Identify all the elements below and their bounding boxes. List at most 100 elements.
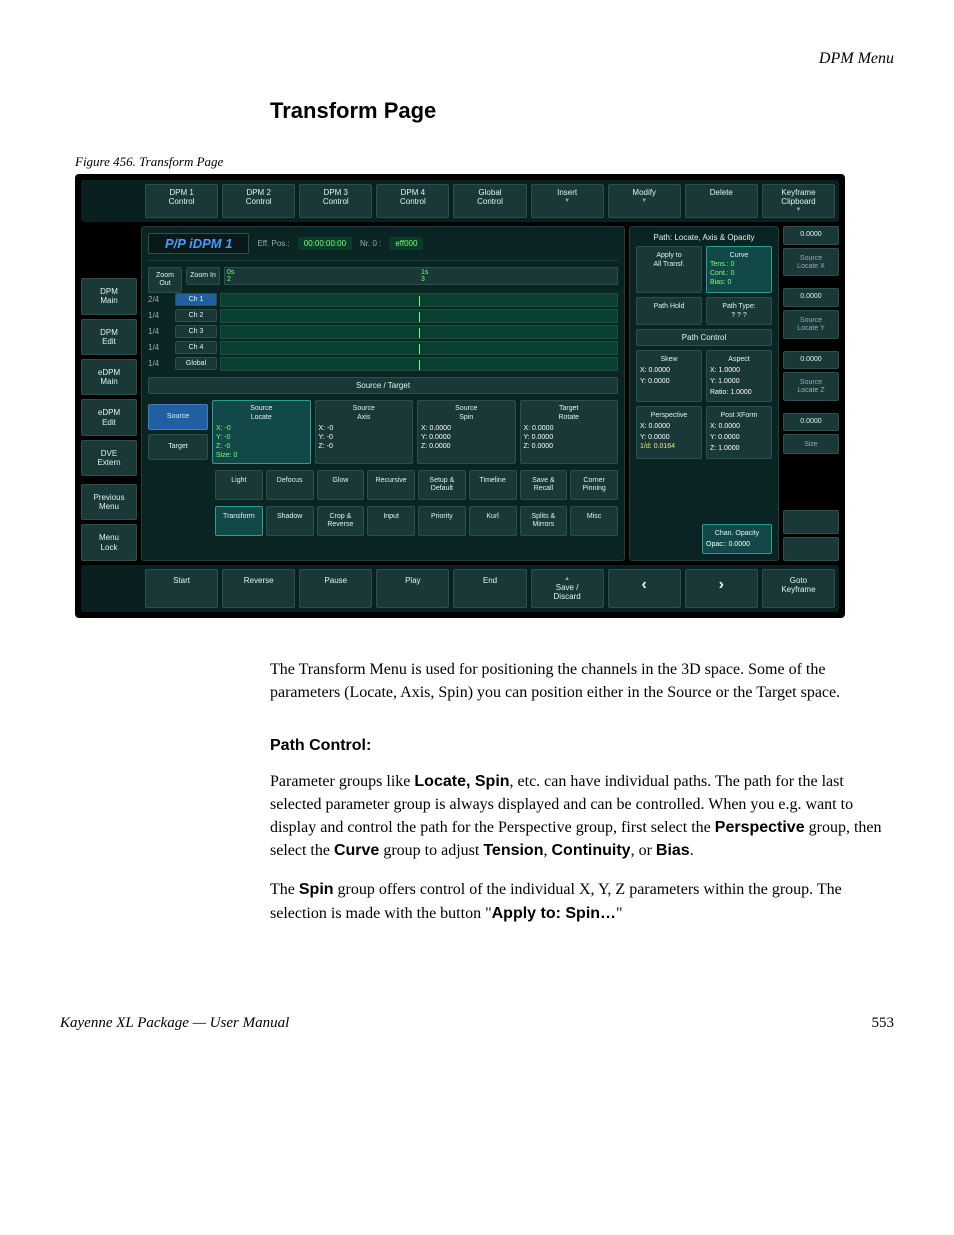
transport-button[interactable]: Pause — [299, 569, 372, 608]
nav-button[interactable]: MenuLock — [81, 524, 137, 560]
mode-button[interactable]: Glow — [317, 470, 365, 500]
path-control-heading: Path Control: — [270, 734, 894, 757]
top-button[interactable]: GlobalControl — [453, 184, 526, 218]
knob-readout[interactable]: 0.0000 — [783, 288, 839, 306]
knob-readout[interactable]: 0.0000 — [783, 413, 839, 431]
param-box[interactable]: SourceLocateX: -0Y: -0Z: -0Size: 0 — [212, 400, 311, 465]
timeline-track[interactable] — [220, 325, 618, 339]
tab-button[interactable]: Crop &Reverse — [317, 506, 365, 536]
right-panel-box[interactable]: AspectX: 1.0000Y: 1.0000Ratio: 1.0000 — [706, 350, 772, 402]
transport-button[interactable]: End — [453, 569, 526, 608]
text-bold: Curve — [334, 842, 379, 859]
transport-button[interactable]: Reverse — [222, 569, 295, 608]
mode-button[interactable]: Recursive — [367, 470, 415, 500]
channel-button[interactable]: Global — [175, 357, 217, 370]
timeline-ruler: 0s 1s 2 3 — [224, 267, 618, 285]
mode-button[interactable]: Timeline — [469, 470, 517, 500]
channel-button[interactable]: Ch 4 — [175, 341, 217, 354]
text: , or — [631, 842, 656, 859]
transport-button[interactable]: Start — [145, 569, 218, 608]
channel-button[interactable]: Ch 1 — [175, 293, 217, 306]
top-button[interactable]: Modify — [608, 184, 681, 218]
st-side-col: Source Target — [148, 400, 208, 465]
nav-button[interactable]: eDPMMain — [81, 359, 137, 395]
knob-value: 0.0000 — [786, 231, 836, 239]
knob-empty — [783, 537, 839, 561]
param-line: X: 0.0000 — [421, 424, 512, 433]
timeline-track[interactable] — [220, 309, 618, 323]
right-panel-box[interactable]: Path Hold — [636, 297, 702, 325]
page-footer: Kayenne XL Package — User Manual 553 — [60, 1015, 894, 1032]
right-panel-box[interactable]: CurveTens.: 0Cont.: 0Bias: 0 — [706, 246, 772, 292]
figure-caption: Figure 456. Transform Page — [75, 154, 894, 170]
knob-readout[interactable]: 0.0000 — [783, 226, 839, 244]
right-panel-box[interactable]: Apply toAll Transf. — [636, 246, 702, 292]
nav-button[interactable]: DPMMain — [81, 278, 137, 314]
right-panel-box[interactable]: PerspectiveX: 0.0000Y: 0.00001/d: 0.0164 — [636, 406, 702, 458]
tab-button[interactable]: Splits &Mirrors — [520, 506, 568, 536]
knob-label-box: Size — [783, 434, 839, 454]
next-keyframe-button[interactable]: › — [685, 569, 758, 608]
param-line: Ratio: 1.0000 — [710, 388, 768, 397]
timeline-track[interactable] — [220, 341, 618, 355]
tab-button[interactable]: Shadow — [266, 506, 314, 536]
param-line: Y: 0.0000 — [421, 433, 512, 442]
tab-button[interactable]: Misc — [570, 506, 618, 536]
param-line: X: -0 — [319, 424, 410, 433]
zoom-column: Zoom Out — [148, 267, 182, 292]
mode-button[interactable]: Setup &Default — [418, 470, 466, 500]
path-paragraph-1: Parameter groups like Locate, Spin, etc.… — [270, 770, 894, 863]
top-button[interactable]: DPM 3Control — [299, 184, 372, 218]
right-panel-box[interactable]: Path Type:? ? ? — [706, 297, 772, 325]
button-row-1: LightDefocusGlowRecursiveSetup &DefaultT… — [148, 470, 618, 500]
zoom-column-2: Zoom In — [186, 267, 220, 292]
param-line: Y: 0.0000 — [710, 433, 768, 442]
source-target-bar: Source / Target — [148, 377, 618, 394]
param-box[interactable]: TargetRotateX: 0.0000Y: 0.0000Z: 0.0000 — [520, 400, 619, 465]
top-button[interactable]: KeyframeClipboard — [762, 184, 835, 218]
channel-button[interactable]: Ch 2 — [175, 309, 217, 322]
source-target-button[interactable]: Target — [148, 434, 208, 460]
panel-title: P/P iDPM 1 — [148, 233, 249, 254]
nav-button[interactable]: eDPMEdit — [81, 399, 137, 435]
transport-button[interactable]: Play — [376, 569, 449, 608]
top-button[interactable]: Delete — [685, 184, 758, 218]
nav-button[interactable]: DVEExtern — [81, 440, 137, 476]
mode-button[interactable]: Light — [215, 470, 263, 500]
zoom-in-button[interactable]: Zoom In — [186, 267, 220, 285]
mode-button[interactable]: Defocus — [266, 470, 314, 500]
timeline-row: 1/4Global — [148, 357, 618, 371]
nav-button[interactable]: PreviousMenu — [81, 484, 137, 520]
top-button[interactable]: DPM 1Control — [145, 184, 218, 218]
text: The — [270, 881, 299, 898]
timeline-row: 1/4Ch 2 — [148, 309, 618, 323]
top-button[interactable]: DPM 4Control — [376, 184, 449, 218]
right-panel-box[interactable]: SkewX: 0.0000Y: 0.0000 — [636, 350, 702, 402]
top-button[interactable]: Insert — [531, 184, 604, 218]
knob-label: SourceLocate Y — [786, 317, 836, 334]
right-panel-title: Path: Locate, Axis & Opacity — [636, 233, 772, 242]
param-line: X: 1.0000 — [710, 366, 768, 375]
zoom-out-button[interactable]: Zoom Out — [148, 267, 182, 292]
tab-button[interactable]: Input — [367, 506, 415, 536]
param-line: Tens.: 0 — [710, 260, 768, 269]
tab-button[interactable]: Priority — [418, 506, 466, 536]
timeline-track[interactable] — [220, 293, 618, 307]
source-target-button[interactable]: Source — [148, 404, 208, 430]
param-box[interactable]: SourceSpinX: 0.0000Y: 0.0000Z: 0.0000 — [417, 400, 516, 465]
right-panel-box[interactable]: Chan. OpacityOpac:: 0.0000 — [702, 524, 772, 554]
prev-keyframe-button[interactable]: ‹ — [608, 569, 681, 608]
right-panel-box[interactable]: Post XFormX: 0.0000Y: 0.0000Z: 1.0000 — [706, 406, 772, 458]
save-discard-button[interactable]: Save /Discard — [531, 569, 604, 608]
tab-button[interactable]: Transform — [215, 506, 263, 536]
nav-button[interactable]: DPMEdit — [81, 319, 137, 355]
knob-readout[interactable]: 0.0000 — [783, 351, 839, 369]
tab-button[interactable]: Kurl — [469, 506, 517, 536]
mode-button[interactable]: CornerPinning — [570, 470, 618, 500]
mode-button[interactable]: Save &Recall — [520, 470, 568, 500]
goto-keyframe-button[interactable]: GotoKeyframe — [762, 569, 835, 608]
timeline-track[interactable] — [220, 357, 618, 371]
param-box[interactable]: SourceAxisX: -0Y: -0Z: -0 — [315, 400, 414, 465]
channel-button[interactable]: Ch 3 — [175, 325, 217, 338]
top-button[interactable]: DPM 2Control — [222, 184, 295, 218]
